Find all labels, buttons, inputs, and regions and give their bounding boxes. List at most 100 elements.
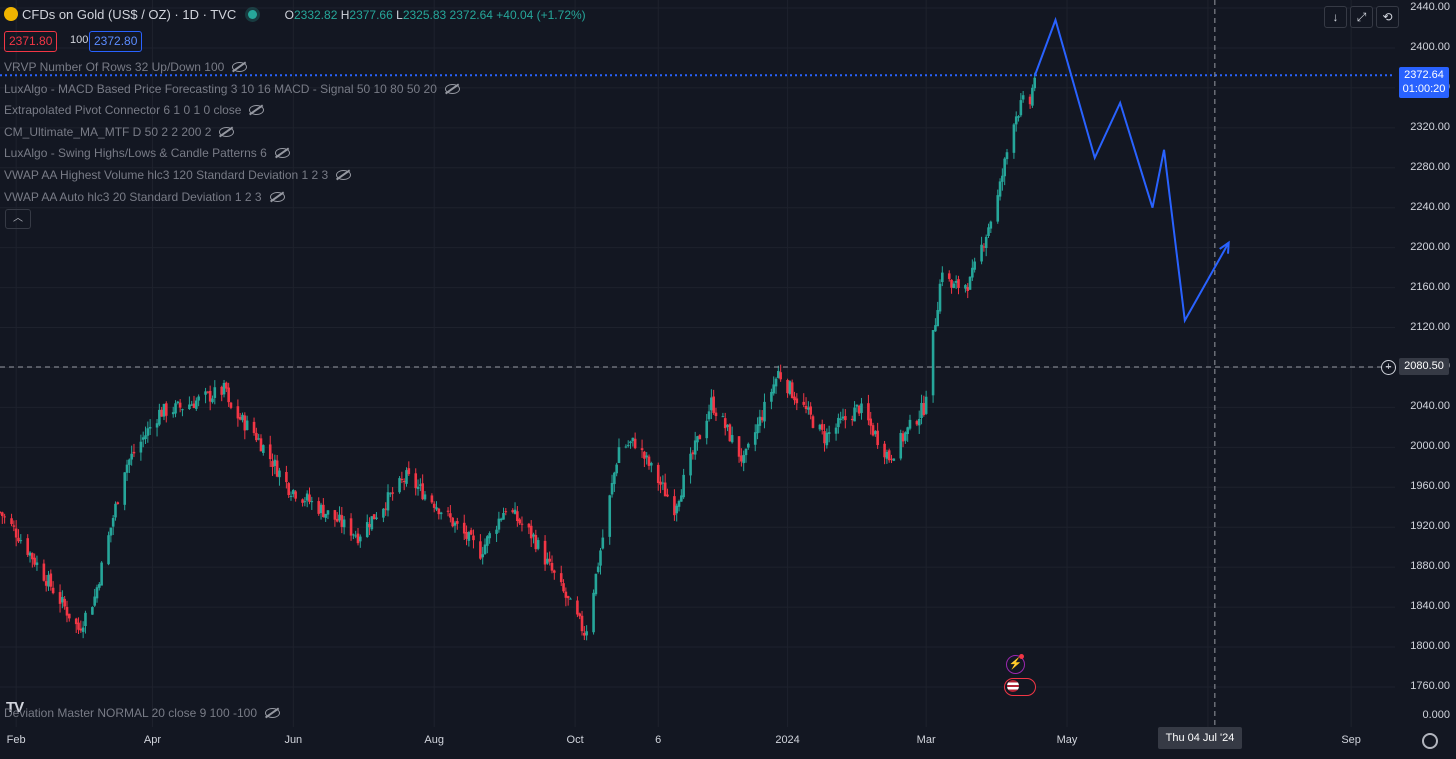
indicator-item-deviation-master[interactable]: Deviation Master NORMAL 20 close 9 100 -… [4, 706, 281, 720]
candle-body [887, 450, 891, 461]
indicator-item[interactable]: LuxAlgo - Swing Highs/Lows & Candle Patt… [4, 143, 460, 165]
us-flag-icon [1007, 680, 1019, 692]
candle-body [128, 459, 131, 465]
candle-body [469, 530, 473, 535]
candle-body [647, 456, 651, 466]
candle-body [998, 181, 1002, 197]
date-tick-label: 6 [655, 734, 662, 746]
eye-hidden-icon[interactable] [265, 708, 281, 718]
candle-body [162, 403, 166, 417]
candle-body [1001, 175, 1004, 182]
candle-body [195, 400, 198, 409]
us-economic-event-icon[interactable] [1004, 678, 1036, 696]
indicator-item[interactable]: VWAP AA Auto hlc3 20 Standard Deviation … [4, 187, 460, 209]
add-alert-plus-icon[interactable]: + [1381, 360, 1396, 375]
candle-body [548, 558, 551, 562]
candle-body [730, 435, 734, 443]
candle-body [268, 444, 272, 460]
candle-body [160, 409, 163, 417]
candle-body [252, 421, 256, 433]
candle-body [633, 438, 637, 449]
candle-body [481, 554, 485, 558]
candle-body [680, 495, 683, 502]
candle-body [352, 534, 355, 536]
candle-body [335, 518, 339, 522]
candle-body [111, 518, 115, 527]
candle-body [640, 448, 644, 451]
candle-body [689, 453, 692, 476]
candle-body [109, 527, 113, 536]
date-tick-label: Apr [143, 734, 161, 746]
candle-body [737, 436, 741, 457]
indicator-item[interactable]: Extrapolated Pivot Connector 6 1 0 1 0 c… [4, 100, 460, 122]
eye-hidden-icon[interactable] [444, 83, 460, 94]
candle-body [1012, 124, 1016, 153]
scroll-down-button[interactable]: ↓ [1324, 6, 1347, 28]
candle-body [901, 433, 905, 442]
candle-body [770, 391, 773, 402]
gear-icon[interactable] [1422, 733, 1438, 749]
candle-body [317, 501, 321, 514]
symbol-legend: CFDs on Gold (US$ / OZ) · 1D · TVC O2332… [4, 6, 586, 24]
candle-body [211, 398, 214, 403]
indicator-item[interactable]: CM_Ultimate_MA_MTF D 50 2 2 200 2 [4, 122, 460, 144]
candle-body [414, 473, 418, 489]
eye-hidden-icon[interactable] [269, 191, 285, 202]
indicator-item[interactable]: LuxAlgo - MACD Based Price Forecasting 3… [4, 79, 460, 101]
candle-body [624, 446, 628, 448]
candle-body [47, 574, 50, 587]
candle-body [322, 504, 325, 518]
reset-chart-button[interactable]: ⟲ [1376, 6, 1399, 28]
fullscreen-button[interactable]: ⤢ [1350, 6, 1373, 28]
candle-body [578, 613, 582, 617]
candle-body [890, 458, 893, 460]
candle-body [518, 519, 521, 524]
candle-body [495, 529, 498, 534]
candle-body [871, 425, 875, 436]
candle-body [936, 310, 939, 327]
candle-body [661, 482, 665, 484]
symbol-title[interactable]: CFDs on Gold (US$ / OZ) · 1D · TVC [22, 7, 237, 22]
gold-coin-icon [4, 7, 18, 21]
candle-body [190, 404, 193, 406]
price-tick-label: 2200.00 [1410, 240, 1450, 253]
candle-body [534, 535, 538, 550]
tradingview-logo: TV [6, 699, 24, 716]
candle-body [562, 583, 565, 592]
candle-body [742, 454, 745, 464]
candle-body [370, 516, 374, 530]
eye-hidden-icon[interactable] [249, 105, 265, 116]
candle-body [430, 495, 434, 503]
candle-body [536, 540, 540, 549]
date-tick-label: Aug [424, 734, 444, 746]
eye-hidden-icon[interactable] [232, 62, 248, 72]
candle-body [449, 513, 452, 518]
eye-hidden-icon[interactable] [219, 126, 235, 137]
candle-body [908, 419, 912, 429]
time-axis[interactable]: Feb Apr Jun Aug Oct 6 2024 Mar May Sep [0, 728, 1395, 752]
collapse-legend-button[interactable]: ︿ [5, 209, 31, 229]
candle-body [760, 417, 764, 421]
candle-body [278, 470, 281, 478]
price-tick-label: 2320.00 [1410, 120, 1450, 133]
indicator-item[interactable]: VWAP AA Highest Volume hlc3 120 Standard… [4, 165, 460, 187]
indicator-item[interactable]: VRVP Number Of Rows 32 Up/Down 100 [4, 57, 460, 79]
eye-hidden-icon[interactable] [274, 148, 290, 159]
eye-hidden-icon[interactable] [336, 169, 352, 180]
candle-body [626, 444, 630, 446]
candle-body [723, 418, 727, 429]
candle-body [922, 403, 926, 415]
sell-button[interactable]: 2371.80 [4, 31, 58, 52]
candle-body [301, 499, 304, 503]
candle-body [1021, 95, 1025, 100]
candle-body [899, 433, 903, 459]
candle-body [220, 386, 224, 395]
candle-body [67, 613, 71, 619]
lightning-event-icon[interactable]: ⚡ [1006, 655, 1025, 674]
candle-body [402, 481, 406, 483]
candle-body [952, 283, 956, 289]
candle-body [615, 464, 618, 474]
buy-button[interactable]: 2372.80 [89, 31, 143, 52]
candle-body [338, 514, 341, 521]
